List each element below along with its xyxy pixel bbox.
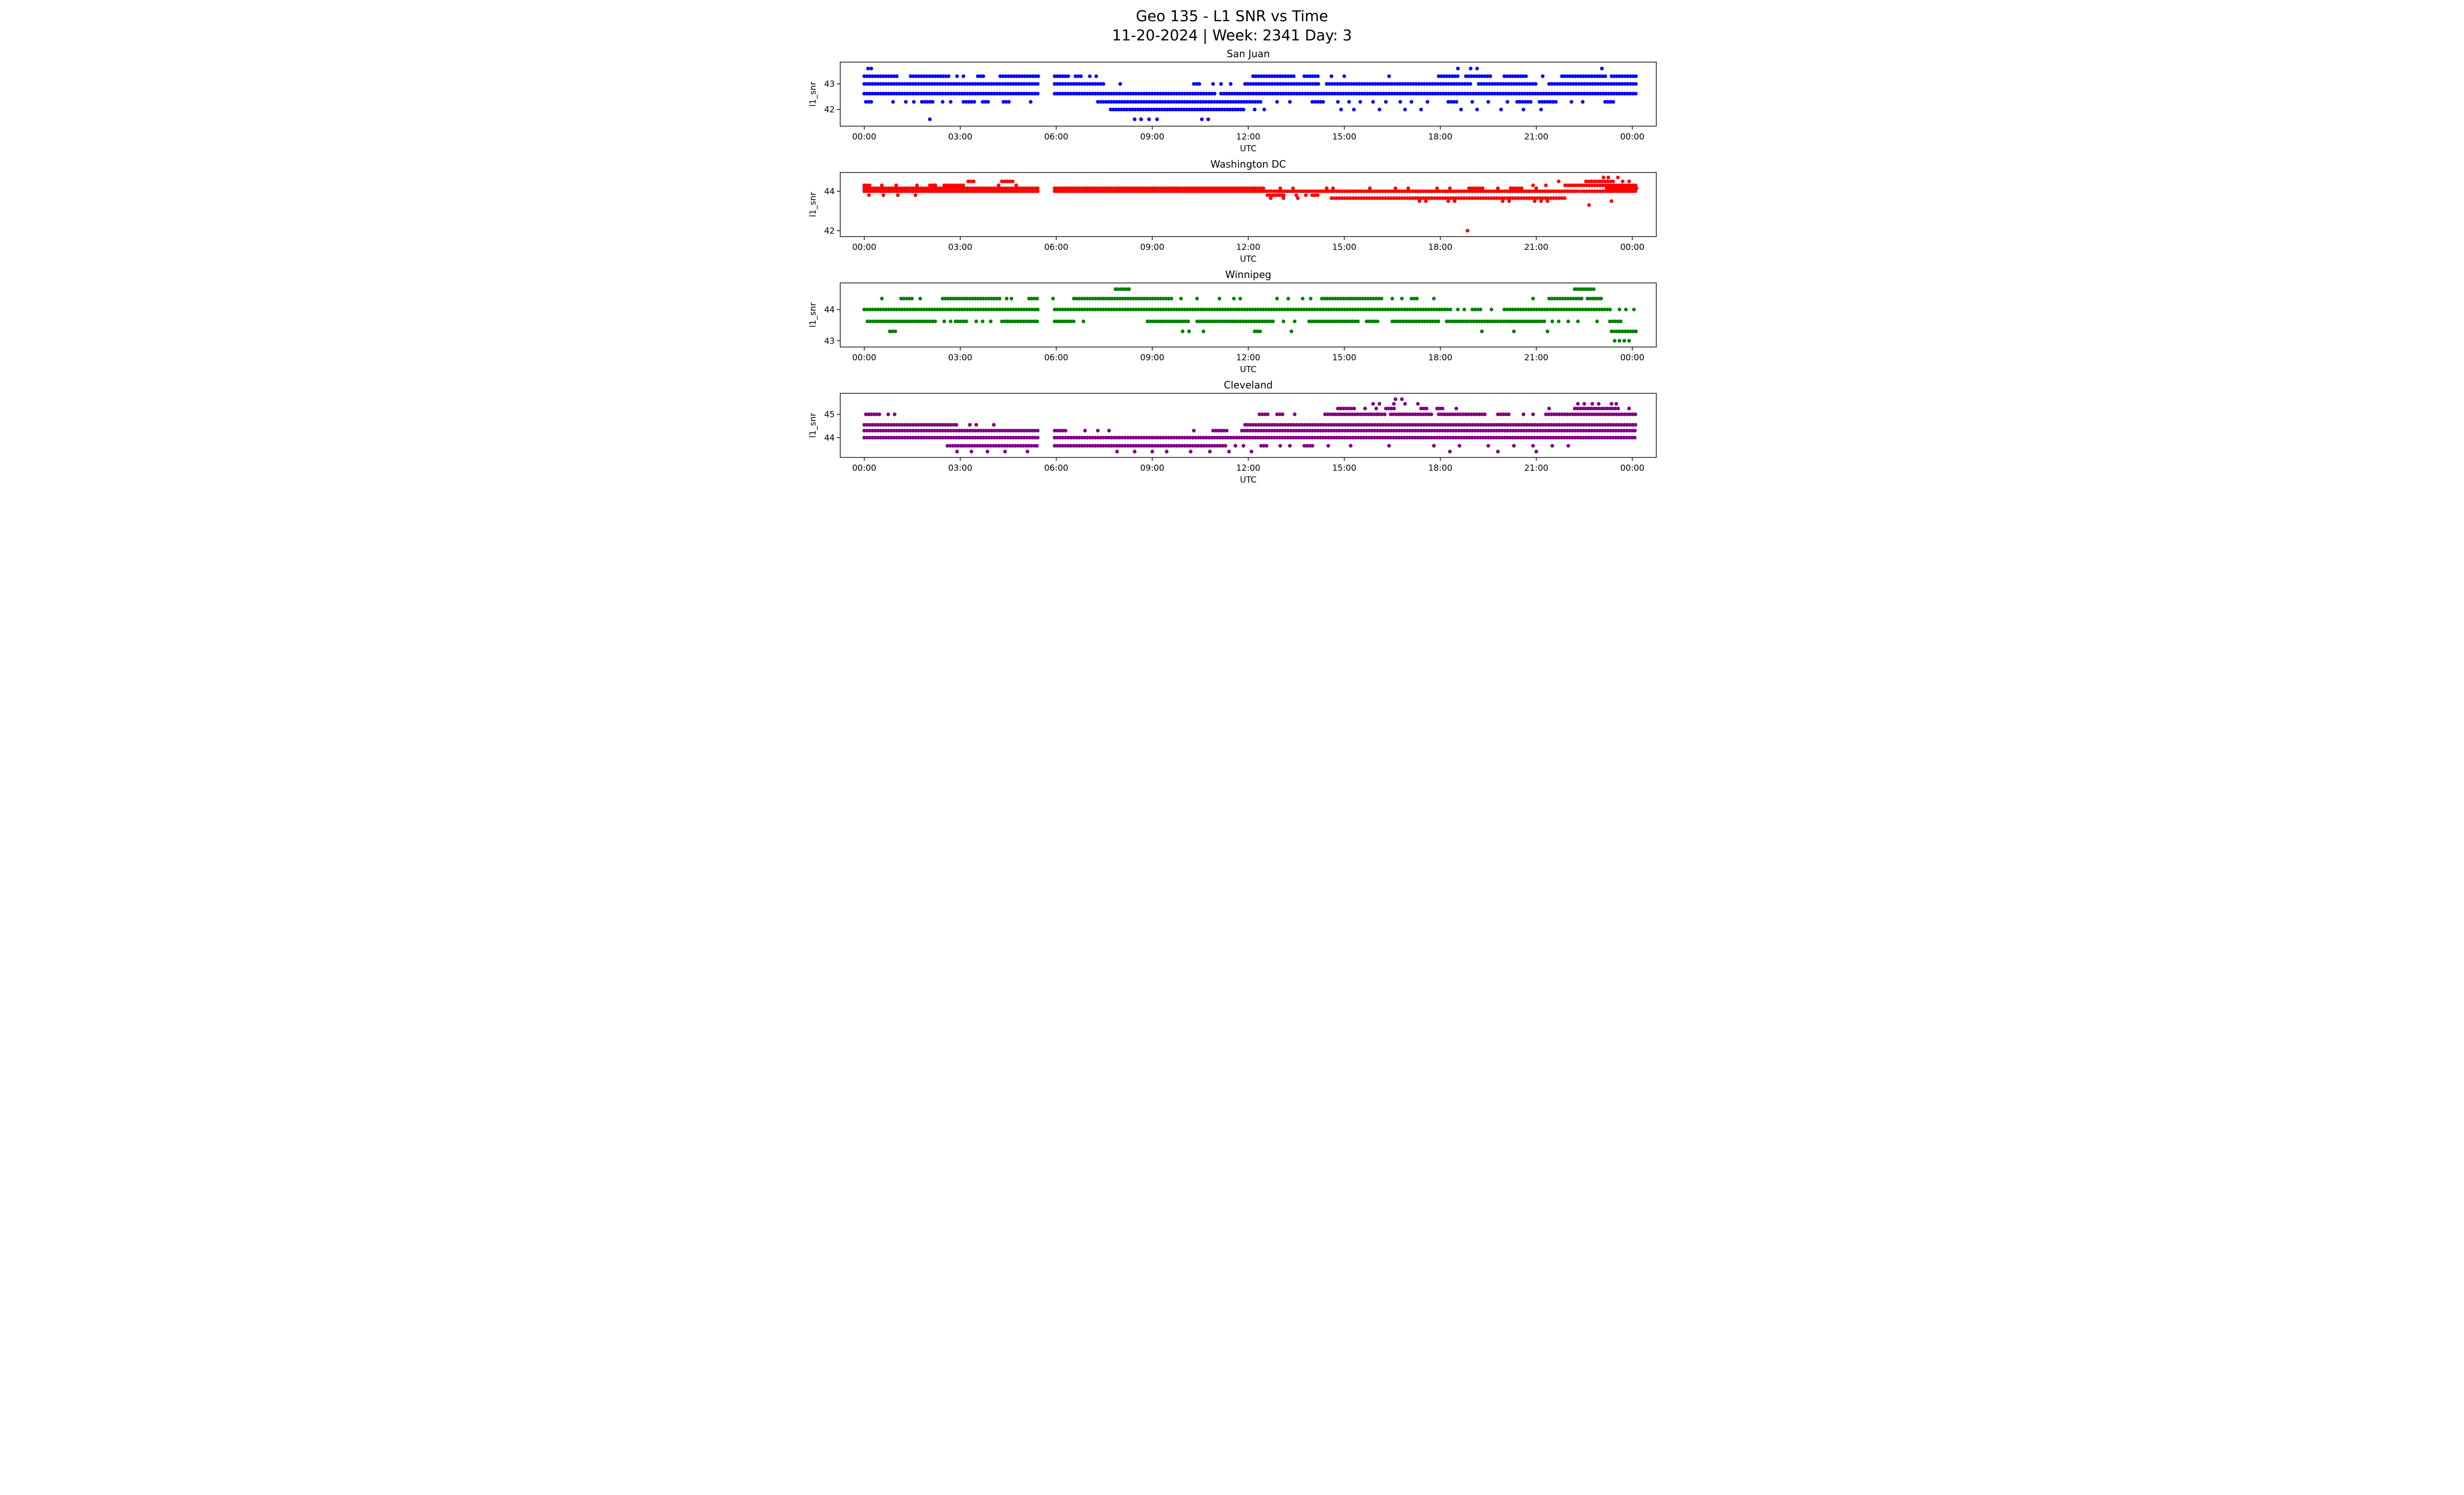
plot-border [840, 282, 1657, 348]
chart-block-san-juan: San Juan 42 43 l1_snr 00:00 03:00 06:00 09:00 12… [803, 48, 1661, 157]
x-tick-label: 18:00 [1428, 243, 1452, 252]
x-tick-label: 00:00 [1620, 132, 1644, 142]
x-tick-label: 03:00 [948, 353, 972, 363]
x-tick-label: 00:00 [852, 463, 876, 473]
y-axis: 42 43 [824, 79, 840, 115]
y-tick-label: 44 [824, 305, 835, 315]
x-tick-label: 06:00 [1044, 132, 1068, 142]
scatter-series [862, 397, 1639, 453]
x-tick-label: 06:00 [1044, 463, 1068, 473]
scatter-series [862, 175, 1639, 233]
subplot-title: Cleveland [1224, 380, 1272, 391]
x-tick-label: 00:00 [852, 243, 876, 252]
x-tick-label: 21:00 [1524, 243, 1548, 252]
y-axis-label: l1_snr [808, 82, 818, 107]
subplot-winnipeg: Winnipeg 43 44 l1_snr 00:00 03:00 06:00 09:00 12… [808, 269, 1657, 375]
x-tick-label: 00:00 [852, 132, 876, 142]
scatter-series [862, 287, 1639, 343]
y-axis-label: l1_snr [808, 413, 818, 438]
x-tick-label: 18:00 [1428, 463, 1452, 473]
x-tick-label: 09:00 [1140, 463, 1164, 473]
chart-block-washington-dc: Washington DC 42 44 l1_snr 00:00 03:00 06:00 09… [803, 158, 1661, 267]
y-axis: 42 44 [824, 187, 840, 236]
x-axis-label: UTC [1240, 475, 1257, 485]
x-axis-label: UTC [1240, 254, 1257, 264]
y-axis-label: l1_snr [808, 192, 818, 217]
chart-block-cleveland: Cleveland 44 45 l1_snr 00:00 03:00 06:00 09:00 1… [803, 379, 1661, 488]
x-tick-label: 12:00 [1236, 463, 1261, 473]
y-tick-label: 43 [824, 336, 835, 346]
y-tick-label: 45 [824, 410, 835, 420]
x-tick-label: 21:00 [1524, 463, 1548, 473]
x-tick-label: 03:00 [948, 243, 972, 252]
x-tick-label: 15:00 [1332, 353, 1356, 363]
x-tick-label: 03:00 [948, 132, 972, 142]
charts: San Juan 42 43 l1_snr 00:00 03:00 06:00 09:00 12… [803, 48, 1661, 488]
subplot-title: Winnipeg [1225, 269, 1271, 280]
x-tick-label: 21:00 [1524, 132, 1548, 142]
y-tick-label: 42 [824, 226, 835, 236]
scatter-series [862, 67, 1639, 121]
x-tick-label: 18:00 [1428, 132, 1452, 142]
x-tick-label: 15:00 [1332, 243, 1356, 252]
x-tick-label: 06:00 [1044, 353, 1068, 363]
x-tick-label: 00:00 [1620, 353, 1644, 363]
figure: Geo 135 - L1 SNR vs Time 11-20-2024 | We… [803, 0, 1661, 488]
subplot-title: San Juan [1227, 48, 1270, 60]
y-axis-label: l1_snr [808, 303, 818, 328]
y-axis: 44 45 [824, 410, 840, 443]
y-tick-label: 42 [824, 105, 835, 115]
x-tick-label: 09:00 [1140, 132, 1164, 142]
figure-subtitle: 11-20-2024 | Week: 2341 Day: 3 [1112, 27, 1352, 44]
x-tick-label: 21:00 [1524, 353, 1548, 363]
x-axis: 00:00 03:00 06:00 09:00 12:00 15:00 18:00 21:00… [852, 126, 1644, 142]
x-tick-label: 12:00 [1236, 353, 1261, 363]
x-axis: 00:00 03:00 06:00 09:00 12:00 15:00 18:00 21:00… [852, 237, 1644, 252]
x-tick-label: 12:00 [1236, 132, 1261, 142]
x-axis: 00:00 03:00 06:00 09:00 12:00 15:00 18:00 21:00… [852, 347, 1644, 363]
plot-border [840, 172, 1657, 237]
subplot-washington-dc: Washington DC 42 44 l1_snr 00:00 03:00 06:00 09… [808, 158, 1657, 264]
x-tick-label: 00:00 [852, 353, 876, 363]
x-tick-label: 03:00 [948, 463, 972, 473]
chart-block-winnipeg: Winnipeg 43 44 l1_snr 00:00 03:00 06:00 09:00 12… [803, 269, 1661, 378]
x-tick-label: 00:00 [1620, 243, 1644, 252]
y-tick-label: 44 [824, 187, 835, 197]
x-axis-label: UTC [1240, 144, 1257, 154]
y-tick-label: 43 [824, 79, 835, 89]
x-tick-label: 15:00 [1332, 463, 1356, 473]
x-tick-label: 06:00 [1044, 243, 1068, 252]
x-tick-label: 00:00 [1620, 463, 1644, 473]
subplot-san-juan: San Juan 42 43 l1_snr 00:00 03:00 06:00 09:00 12… [808, 48, 1657, 154]
x-axis: 00:00 03:00 06:00 09:00 12:00 15:00 18:00 21:00… [852, 457, 1644, 473]
x-tick-label: 09:00 [1140, 353, 1164, 363]
x-tick-label: 18:00 [1428, 353, 1452, 363]
subplot-cleveland: Cleveland 44 45 l1_snr 00:00 03:00 06:00 09:00 1… [808, 379, 1657, 485]
x-axis-label: UTC [1240, 365, 1257, 375]
y-axis: 43 44 [824, 305, 840, 346]
x-tick-label: 15:00 [1332, 132, 1356, 142]
x-tick-label: 09:00 [1140, 243, 1164, 252]
y-tick-label: 44 [824, 433, 835, 443]
figure-title: Geo 135 - L1 SNR vs Time [1135, 8, 1329, 25]
subplot-title: Washington DC [1210, 159, 1286, 170]
x-tick-label: 12:00 [1236, 243, 1261, 252]
